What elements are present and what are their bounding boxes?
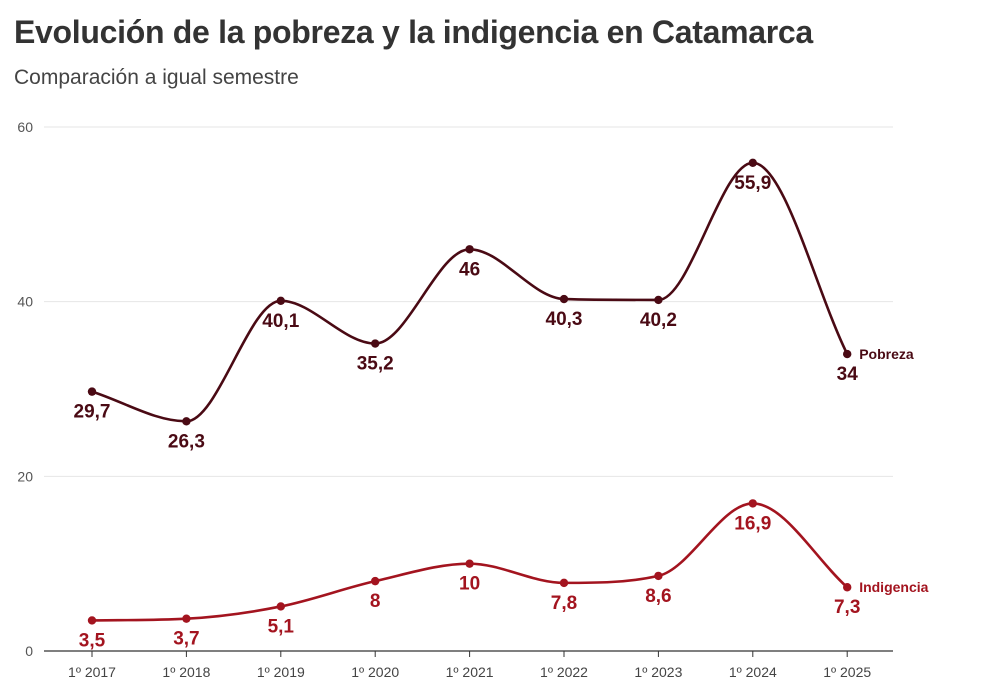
data-label-indigencia: 5,1 [268, 616, 295, 637]
data-label-indigencia: 10 [459, 574, 480, 595]
data-label-indigencia: 8 [370, 591, 381, 612]
y-tick-label: 60 [17, 119, 33, 135]
data-point-indigencia [465, 559, 474, 568]
data-point-indigencia [371, 576, 380, 586]
data-point-pobreza [87, 387, 97, 396]
x-axis-ticks: 1º 2017 1º 2018 1º 2019 1º 2020 1º 2021 1º 20… [68, 651, 871, 680]
data-label-pobreza: 35,2 [357, 354, 394, 375]
data-point-indigencia [748, 499, 757, 508]
x-tick-label: 1º 2018 [162, 664, 210, 680]
data-label-pobreza: 40,2 [640, 310, 677, 331]
series-line-indigencia [91, 502, 849, 622]
data-point-pobreza [748, 158, 757, 168]
chart-title: Evolución de la pobreza y la indigencia … [14, 14, 813, 50]
chart-subtitle: Comparación a igual semestre [14, 66, 299, 89]
x-tick-label: 1º 2020 [351, 664, 399, 680]
x-tick-label: 1º 2025 [823, 664, 871, 680]
data-point-indigencia [182, 614, 191, 623]
series-indigencia: 3,5 3,7 5,1 8 10 7,8 8,6 16,9 7,3 Indigencia [79, 499, 929, 651]
y-axis-ticks: 0 20 40 60 [17, 119, 33, 659]
data-label-pobreza: 40,1 [262, 311, 299, 332]
data-point-pobreza [465, 245, 474, 254]
data-point-pobreza [559, 294, 569, 304]
x-tick-label: 1º 2023 [634, 664, 682, 680]
data-point-indigencia [559, 578, 569, 588]
data-label-pobreza: 34 [837, 364, 859, 385]
data-label-indigencia: 8,6 [645, 586, 671, 607]
data-point-pobreza [843, 349, 852, 359]
data-label-indigencia: 7,8 [551, 593, 577, 614]
data-label-pobreza: 40,3 [546, 309, 583, 330]
series-line-pobreza [91, 161, 849, 423]
x-tick-label: 1º 2017 [68, 664, 116, 680]
gridlines [44, 126, 893, 652]
data-label-indigencia: 3,5 [79, 630, 106, 651]
data-label-indigencia: 16,9 [734, 513, 771, 534]
y-tick-label: 40 [17, 294, 33, 310]
y-tick-label: 0 [25, 643, 33, 659]
x-tick-label: 1º 2024 [729, 664, 777, 680]
data-label-indigencia: 3,7 [173, 629, 199, 650]
data-point-indigencia [654, 571, 663, 581]
x-tick-label: 1º 2019 [257, 664, 305, 680]
x-tick-label: 1º 2021 [446, 664, 494, 680]
data-point-pobreza [654, 295, 663, 305]
x-tick-label: 1º 2022 [540, 664, 588, 680]
y-tick-label: 20 [17, 468, 33, 484]
data-point-pobreza [182, 417, 191, 426]
data-label-pobreza: 46 [459, 259, 480, 280]
data-label-pobreza: 55,9 [734, 173, 771, 194]
data-point-pobreza [276, 296, 285, 305]
series-name-label: Pobreza [859, 346, 914, 362]
data-point-indigencia [843, 583, 852, 592]
data-label-pobreza: 26,3 [168, 431, 205, 452]
data-point-indigencia [87, 616, 97, 625]
data-label-pobreza: 29,7 [74, 402, 111, 423]
data-point-indigencia [276, 602, 285, 611]
data-label-indigencia: 7,3 [834, 597, 860, 618]
series-name-label: Indigencia [859, 579, 928, 595]
data-point-pobreza [371, 339, 380, 348]
